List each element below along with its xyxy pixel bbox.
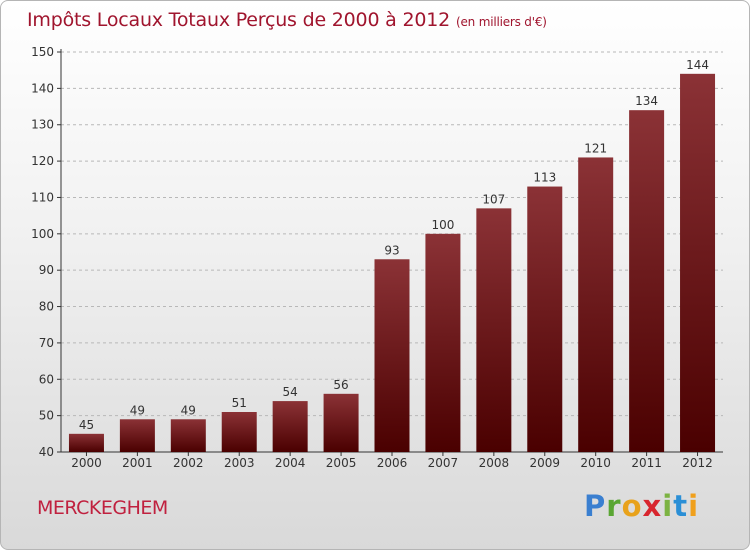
bar-2002 — [170, 419, 206, 452]
x-tick-label: 2000 — [71, 456, 102, 470]
y-tick-label: 90 — [39, 263, 54, 277]
x-tick-label: 2004 — [275, 456, 306, 470]
data-label-2005: 56 — [333, 378, 348, 392]
y-tick-label: 60 — [39, 372, 54, 386]
data-label-2007: 100 — [431, 218, 454, 232]
commune-name: MERCKEGHEM — [37, 497, 168, 519]
bar-2010 — [578, 157, 614, 453]
data-label-2002: 49 — [181, 403, 196, 417]
proxiti-logo: Proxiti — [584, 489, 700, 523]
y-tick-label: 70 — [39, 336, 54, 350]
data-label-2010: 121 — [584, 141, 607, 155]
data-label-2006: 93 — [384, 243, 399, 257]
data-label-2004: 54 — [283, 385, 298, 399]
y-tick-label: 80 — [39, 300, 54, 314]
bar-2007 — [425, 233, 461, 452]
y-tick-label: 130 — [31, 118, 54, 132]
chart-title: Impôts Locaux Totaux Perçus de 2000 à 20… — [27, 9, 547, 31]
bar-2009 — [527, 186, 563, 452]
bar-2006 — [374, 259, 410, 452]
bar-2003 — [221, 412, 257, 452]
bar-2001 — [119, 419, 155, 452]
chart-title-text: Impôts Locaux Totaux Perçus de 2000 à 20… — [27, 9, 451, 31]
labels: 40 50 60 70 80 90 100 110 120 130 140 150 45 2000 49 20… — [31, 45, 713, 470]
data-label-2001: 49 — [130, 403, 145, 417]
x-tick-label: 2001 — [122, 456, 153, 470]
data-label-2003: 51 — [232, 396, 247, 410]
y-tick-label: 150 — [31, 45, 54, 59]
bar-2000 — [68, 433, 104, 452]
y-tick-label: 120 — [31, 154, 54, 168]
x-tick-label: 2005 — [326, 456, 357, 470]
x-tick-label: 2012 — [682, 456, 713, 470]
bar-2011 — [629, 110, 665, 452]
x-tick-label: 2002 — [173, 456, 204, 470]
data-label-2011: 134 — [635, 94, 658, 108]
bars — [68, 73, 716, 453]
x-tick-label: 2006 — [377, 456, 408, 470]
bar-2005 — [323, 393, 359, 452]
data-label-2012: 144 — [686, 58, 709, 72]
y-tick-label: 40 — [39, 445, 54, 459]
y-tick-label: 50 — [39, 409, 54, 423]
x-tick-label: 2010 — [580, 456, 611, 470]
x-tick-label: 2007 — [428, 456, 459, 470]
x-tick-label: 2009 — [529, 456, 560, 470]
chart-title-unit: (en milliers d'€) — [456, 15, 547, 29]
data-label-2009: 113 — [533, 171, 556, 185]
bar-2012 — [680, 73, 716, 453]
data-label-2008: 107 — [482, 192, 505, 206]
x-tick-label: 2008 — [479, 456, 510, 470]
bar-2004 — [272, 401, 308, 452]
data-label-2000: 45 — [79, 418, 94, 432]
bar-2008 — [476, 208, 512, 452]
y-tick-label: 140 — [31, 81, 54, 95]
y-tick-label: 100 — [31, 227, 54, 241]
y-tick-label: 110 — [31, 190, 54, 204]
x-tick-label: 2003 — [224, 456, 255, 470]
x-tick-label: 2011 — [631, 456, 662, 470]
